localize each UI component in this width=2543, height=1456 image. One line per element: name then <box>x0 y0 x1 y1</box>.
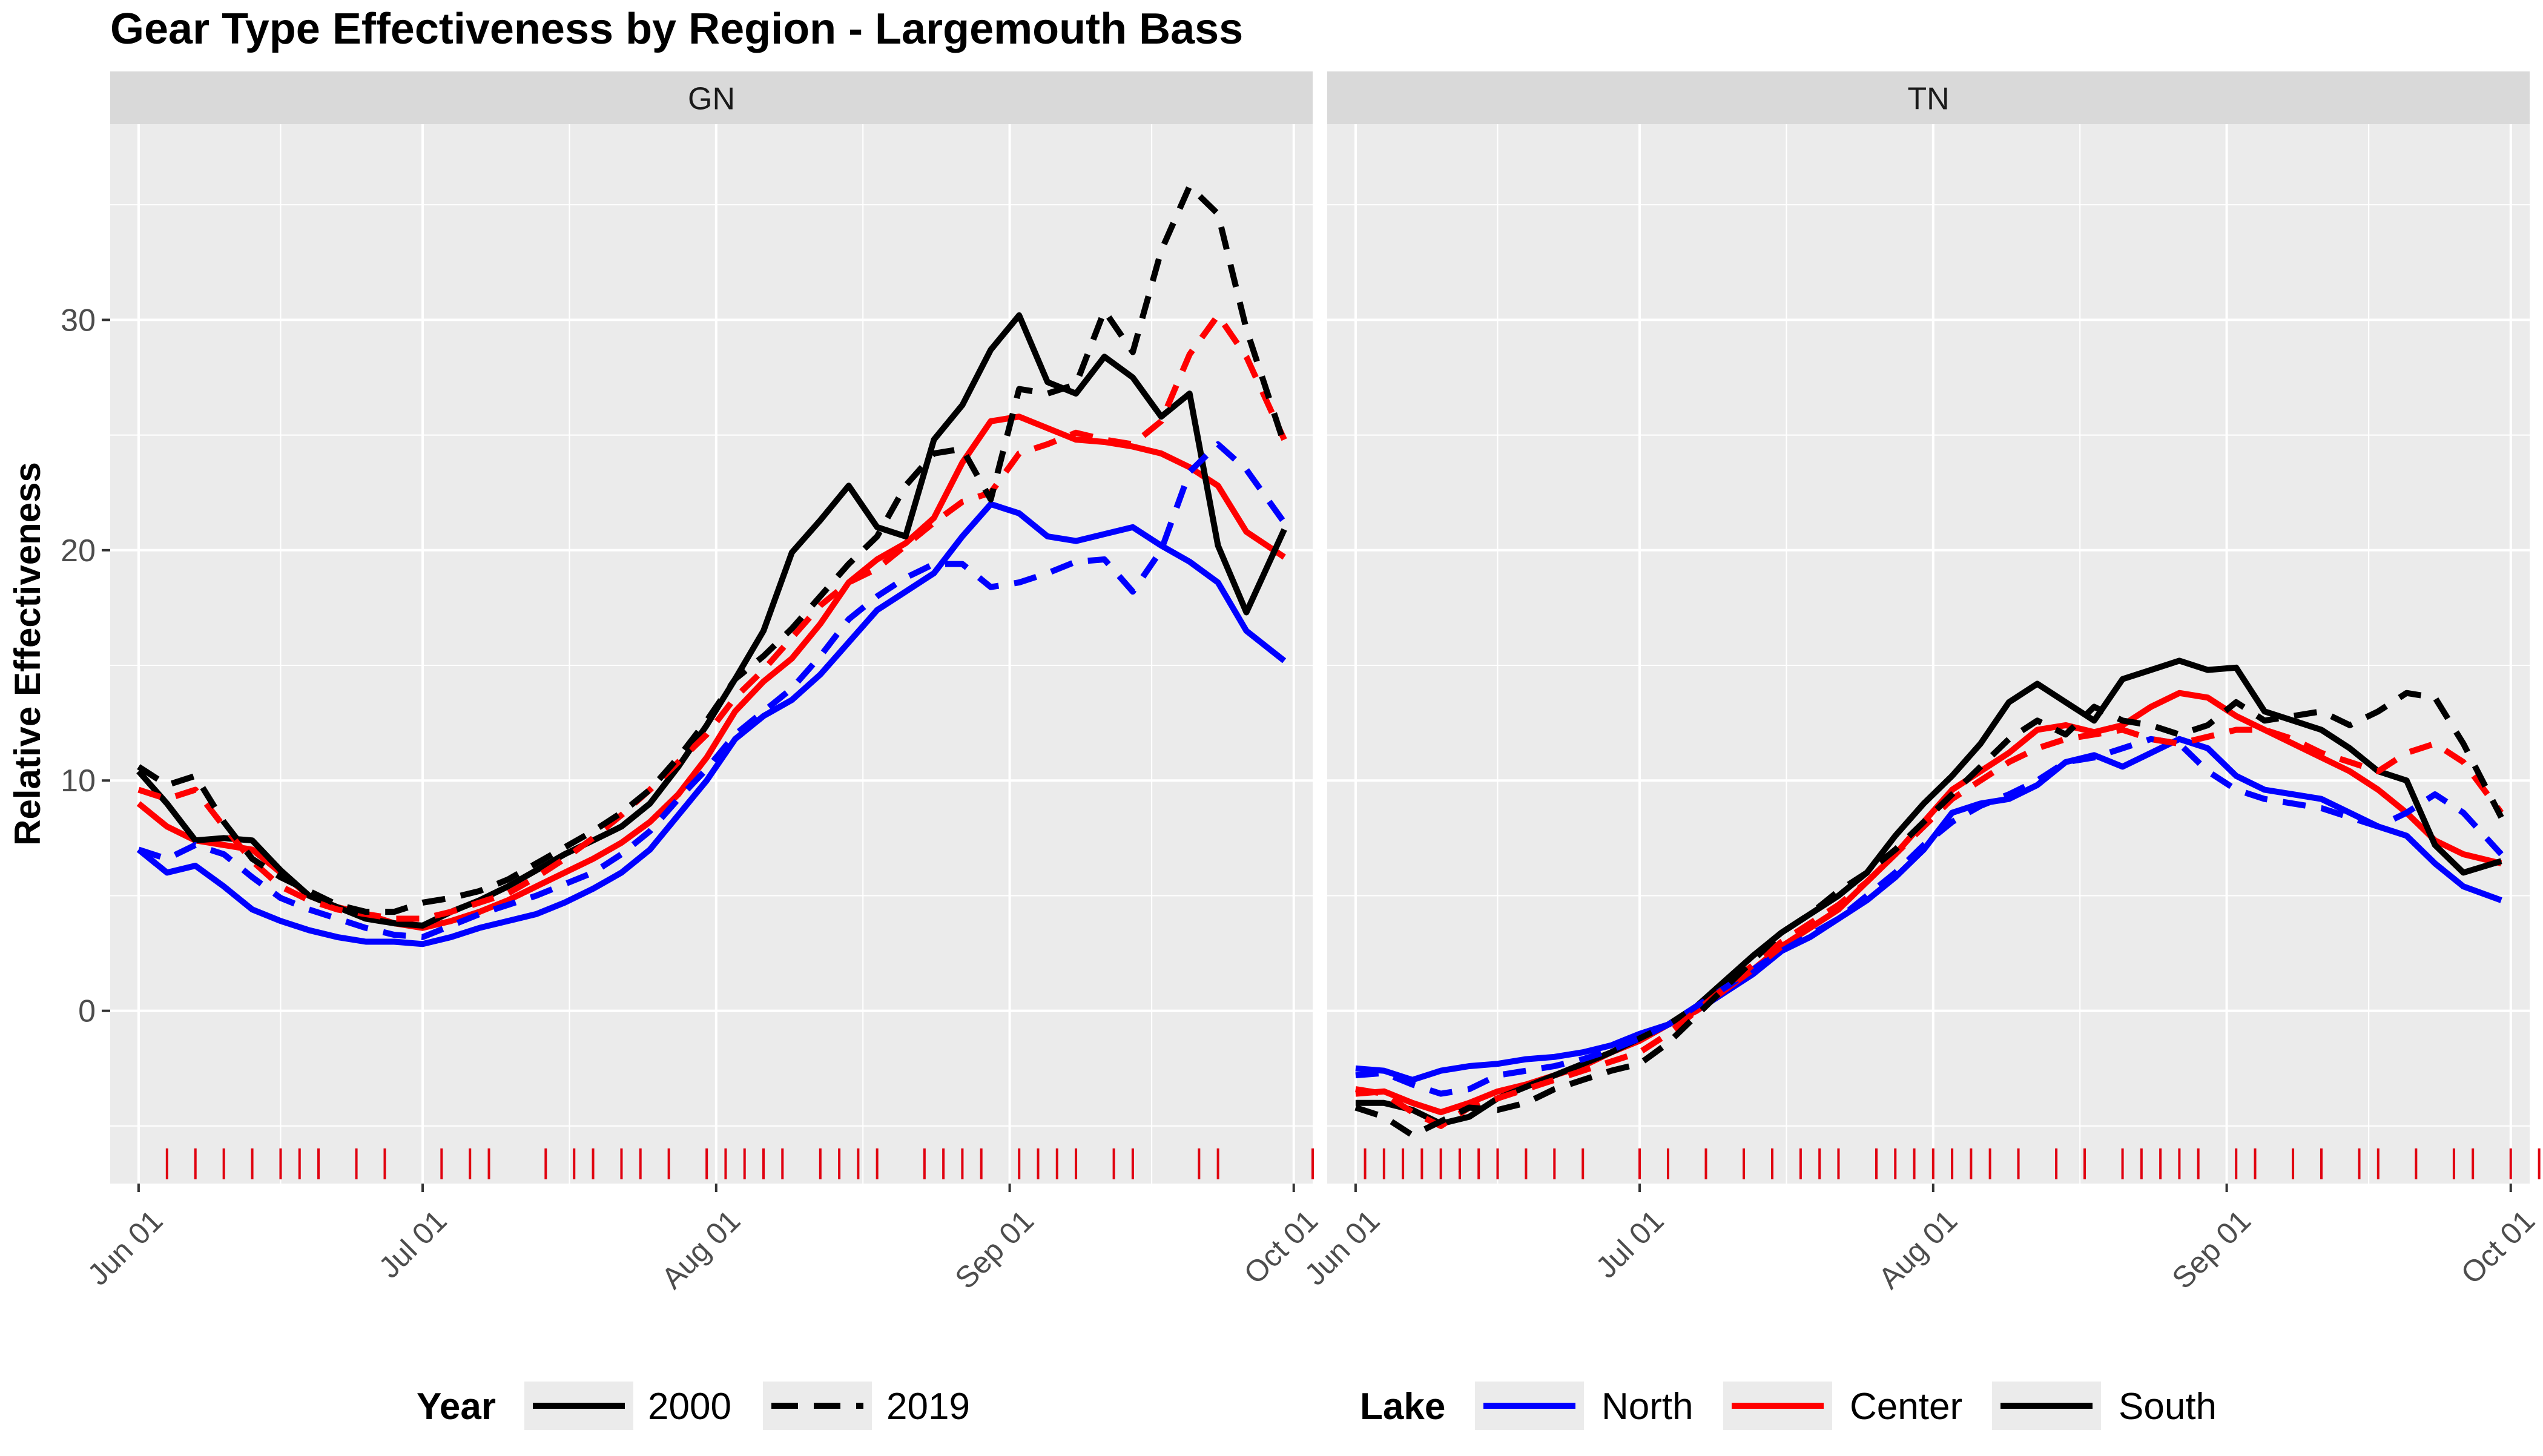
series-line-south-2019 <box>137 183 1287 915</box>
legend-label-center: Center <box>1850 1386 1962 1428</box>
panel-background <box>1327 124 2530 1184</box>
legend-label-2000: 2000 <box>648 1386 731 1428</box>
facet-strip-label: TN <box>1907 82 1949 117</box>
series-line-north-2000 <box>136 501 1287 947</box>
legend-layer: Year 2000 2019 Lake North Center South <box>417 1382 2217 1430</box>
y-tick-label: 10 <box>61 763 96 799</box>
legend-year: Year 2000 2019 <box>417 1382 970 1430</box>
legend-label-north: North <box>1601 1386 1694 1428</box>
series-line-north-2019 <box>1355 736 2504 1097</box>
y-tick-label: 30 <box>61 303 96 338</box>
legend-label-south: South <box>2119 1386 2217 1428</box>
legend-year-title: Year <box>417 1386 496 1428</box>
facet-strip <box>1327 71 2530 124</box>
legend-label-2019: 2019 <box>886 1386 970 1428</box>
series-line-south-2000 <box>1355 657 2502 1127</box>
facet-strip <box>110 71 1313 124</box>
series-line-center-2019 <box>137 312 1287 922</box>
series-line-north-2019 <box>137 441 1287 940</box>
series-line-south-2019 <box>1354 690 2504 1139</box>
y-tick-label: 0 <box>78 994 96 1029</box>
y-tick-label: 20 <box>61 533 96 568</box>
facet-strip-label: GN <box>688 82 735 117</box>
legend-lake-title: Lake <box>1360 1386 1445 1428</box>
series-line-north-2000 <box>1355 736 2502 1083</box>
panel-background <box>110 124 1313 1184</box>
series-line-center-2019 <box>1355 726 2504 1129</box>
y-axis-title: Relative Effectiveness <box>7 462 48 846</box>
chart-title: Gear Type Effectiveness by Region - Larg… <box>110 5 1243 53</box>
legend-lake: Lake North Center South <box>1360 1382 2217 1430</box>
